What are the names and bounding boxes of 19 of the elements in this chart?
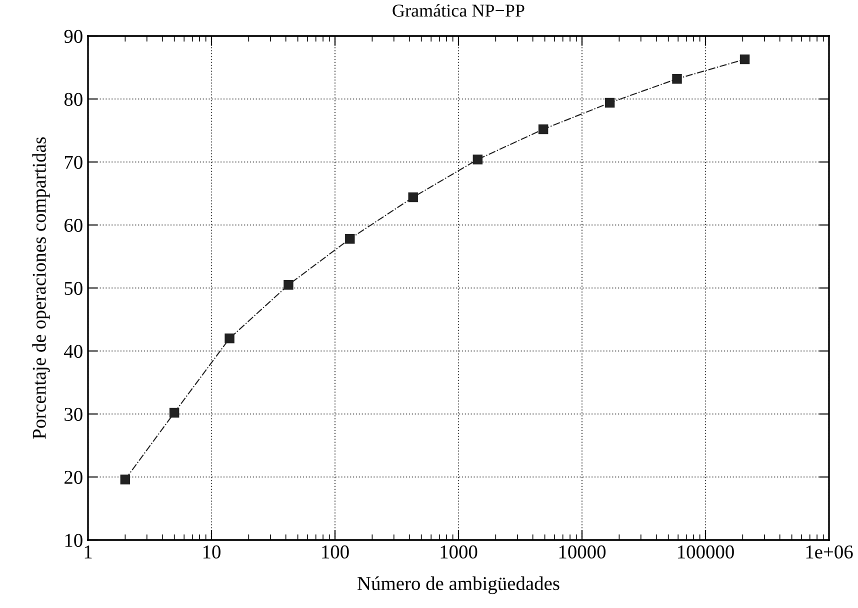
x-axis-title: Número de ambigüedades: [358, 576, 560, 594]
x-tick-label: 1000: [440, 545, 478, 559]
x-tick-label: 10000: [559, 545, 606, 559]
x-tick-label: 100: [322, 545, 349, 559]
y-tick-label: 90: [64, 30, 82, 43]
x-tick-label: 100000: [678, 545, 734, 559]
y-tick-label: 60: [64, 218, 82, 232]
y-tick-label: 30: [64, 408, 82, 421]
x-tick-label: 10: [203, 545, 220, 559]
y-tick-label: 10: [65, 534, 82, 547]
y-tick-label: 40: [64, 344, 82, 358]
chart-title: Gramática NP−PP: [392, 4, 524, 17]
y-axis-title: Porcentaje de operaciones compartidas: [32, 137, 50, 439]
y-tick-label: 80: [64, 92, 82, 106]
x-tick-label: 1: [84, 546, 92, 558]
y-tick-label: 70: [64, 156, 82, 169]
y-tick-label: 50: [64, 282, 82, 295]
x-tick-label: 1e+06: [806, 545, 853, 559]
y-tick-label: 20: [64, 470, 82, 484]
